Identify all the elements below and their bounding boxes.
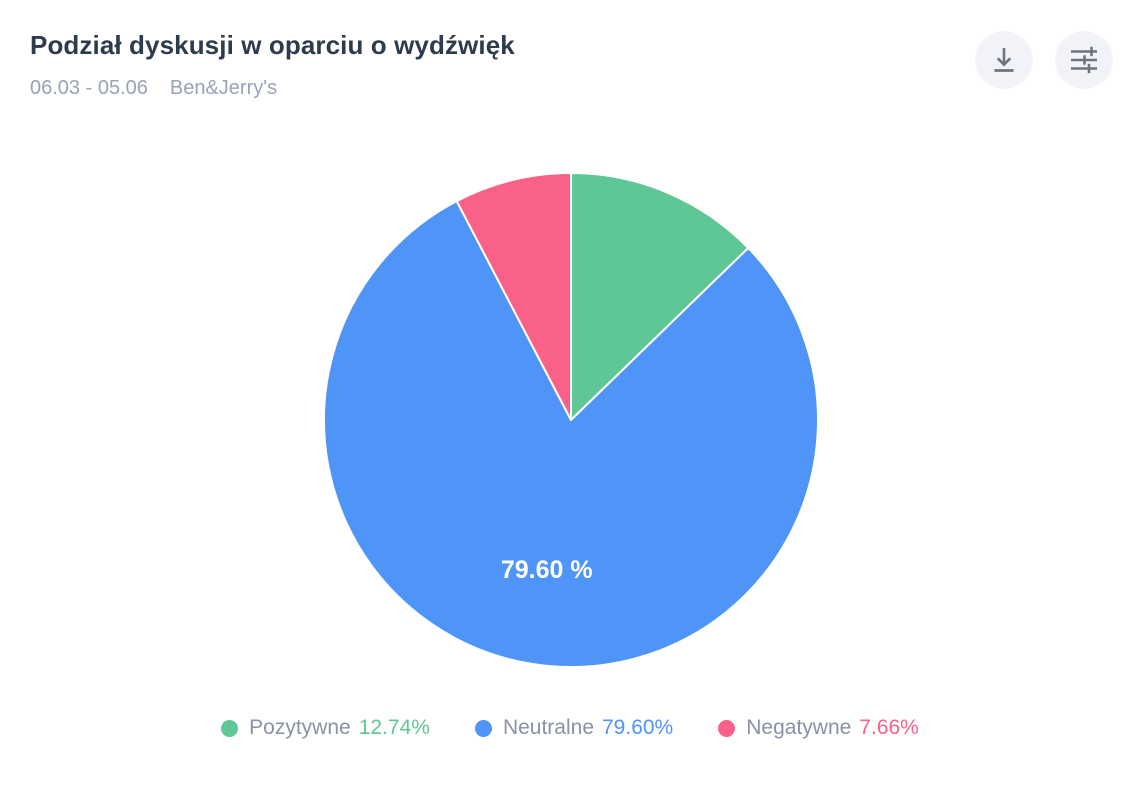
pie-slice-neutralne[interactable] bbox=[323, 200, 819, 668]
pie-slice-negatywne[interactable] bbox=[455, 172, 572, 421]
legend-item-neutralne[interactable]: Neutralne 79.60% bbox=[474, 716, 674, 740]
download-icon bbox=[987, 43, 1021, 77]
date-range: 06.03 - 05.06 bbox=[30, 77, 148, 99]
legend-value: 79.60% bbox=[602, 716, 674, 739]
chart-subtitle: 06.03 - 05.06 Ben&Jerry's bbox=[30, 77, 515, 100]
filters-button[interactable] bbox=[1055, 31, 1113, 89]
chart-legend: Pozytywne 12.74% Neutralne 79.60% Negaty… bbox=[0, 716, 1140, 740]
sliders-icon bbox=[1067, 43, 1101, 77]
chart-header: Podział dyskusji w oparciu o wydźwięk 06… bbox=[30, 30, 515, 100]
pie-slice-pozytywne[interactable] bbox=[570, 172, 750, 421]
legend-label: Neutralne bbox=[502, 716, 594, 739]
legend-dot-negatywne bbox=[718, 719, 736, 737]
legend-dot-neutralne bbox=[474, 719, 492, 737]
brand-name: Ben&Jerry's bbox=[169, 77, 278, 99]
pie-chart: 79.60 % bbox=[323, 172, 819, 668]
legend-item-pozytywne[interactable]: Pozytywne 12.74% bbox=[221, 716, 430, 740]
legend-dot-pozytywne bbox=[221, 719, 239, 737]
pie-chart-area: 79.60 % bbox=[311, 160, 831, 680]
legend-label: Pozytywne bbox=[249, 716, 351, 739]
legend-item-negatywne[interactable]: Negatywne 7.66% bbox=[718, 716, 919, 740]
download-button[interactable] bbox=[975, 31, 1033, 89]
page-title: Podział dyskusji w oparciu o wydźwięk bbox=[30, 30, 515, 60]
legend-value: 7.66% bbox=[859, 716, 919, 739]
pie-slice-label: 79.60 % bbox=[501, 556, 593, 584]
legend-value: 12.74% bbox=[358, 716, 430, 739]
header-actions bbox=[975, 31, 1113, 89]
legend-label: Negatywne bbox=[746, 716, 852, 739]
